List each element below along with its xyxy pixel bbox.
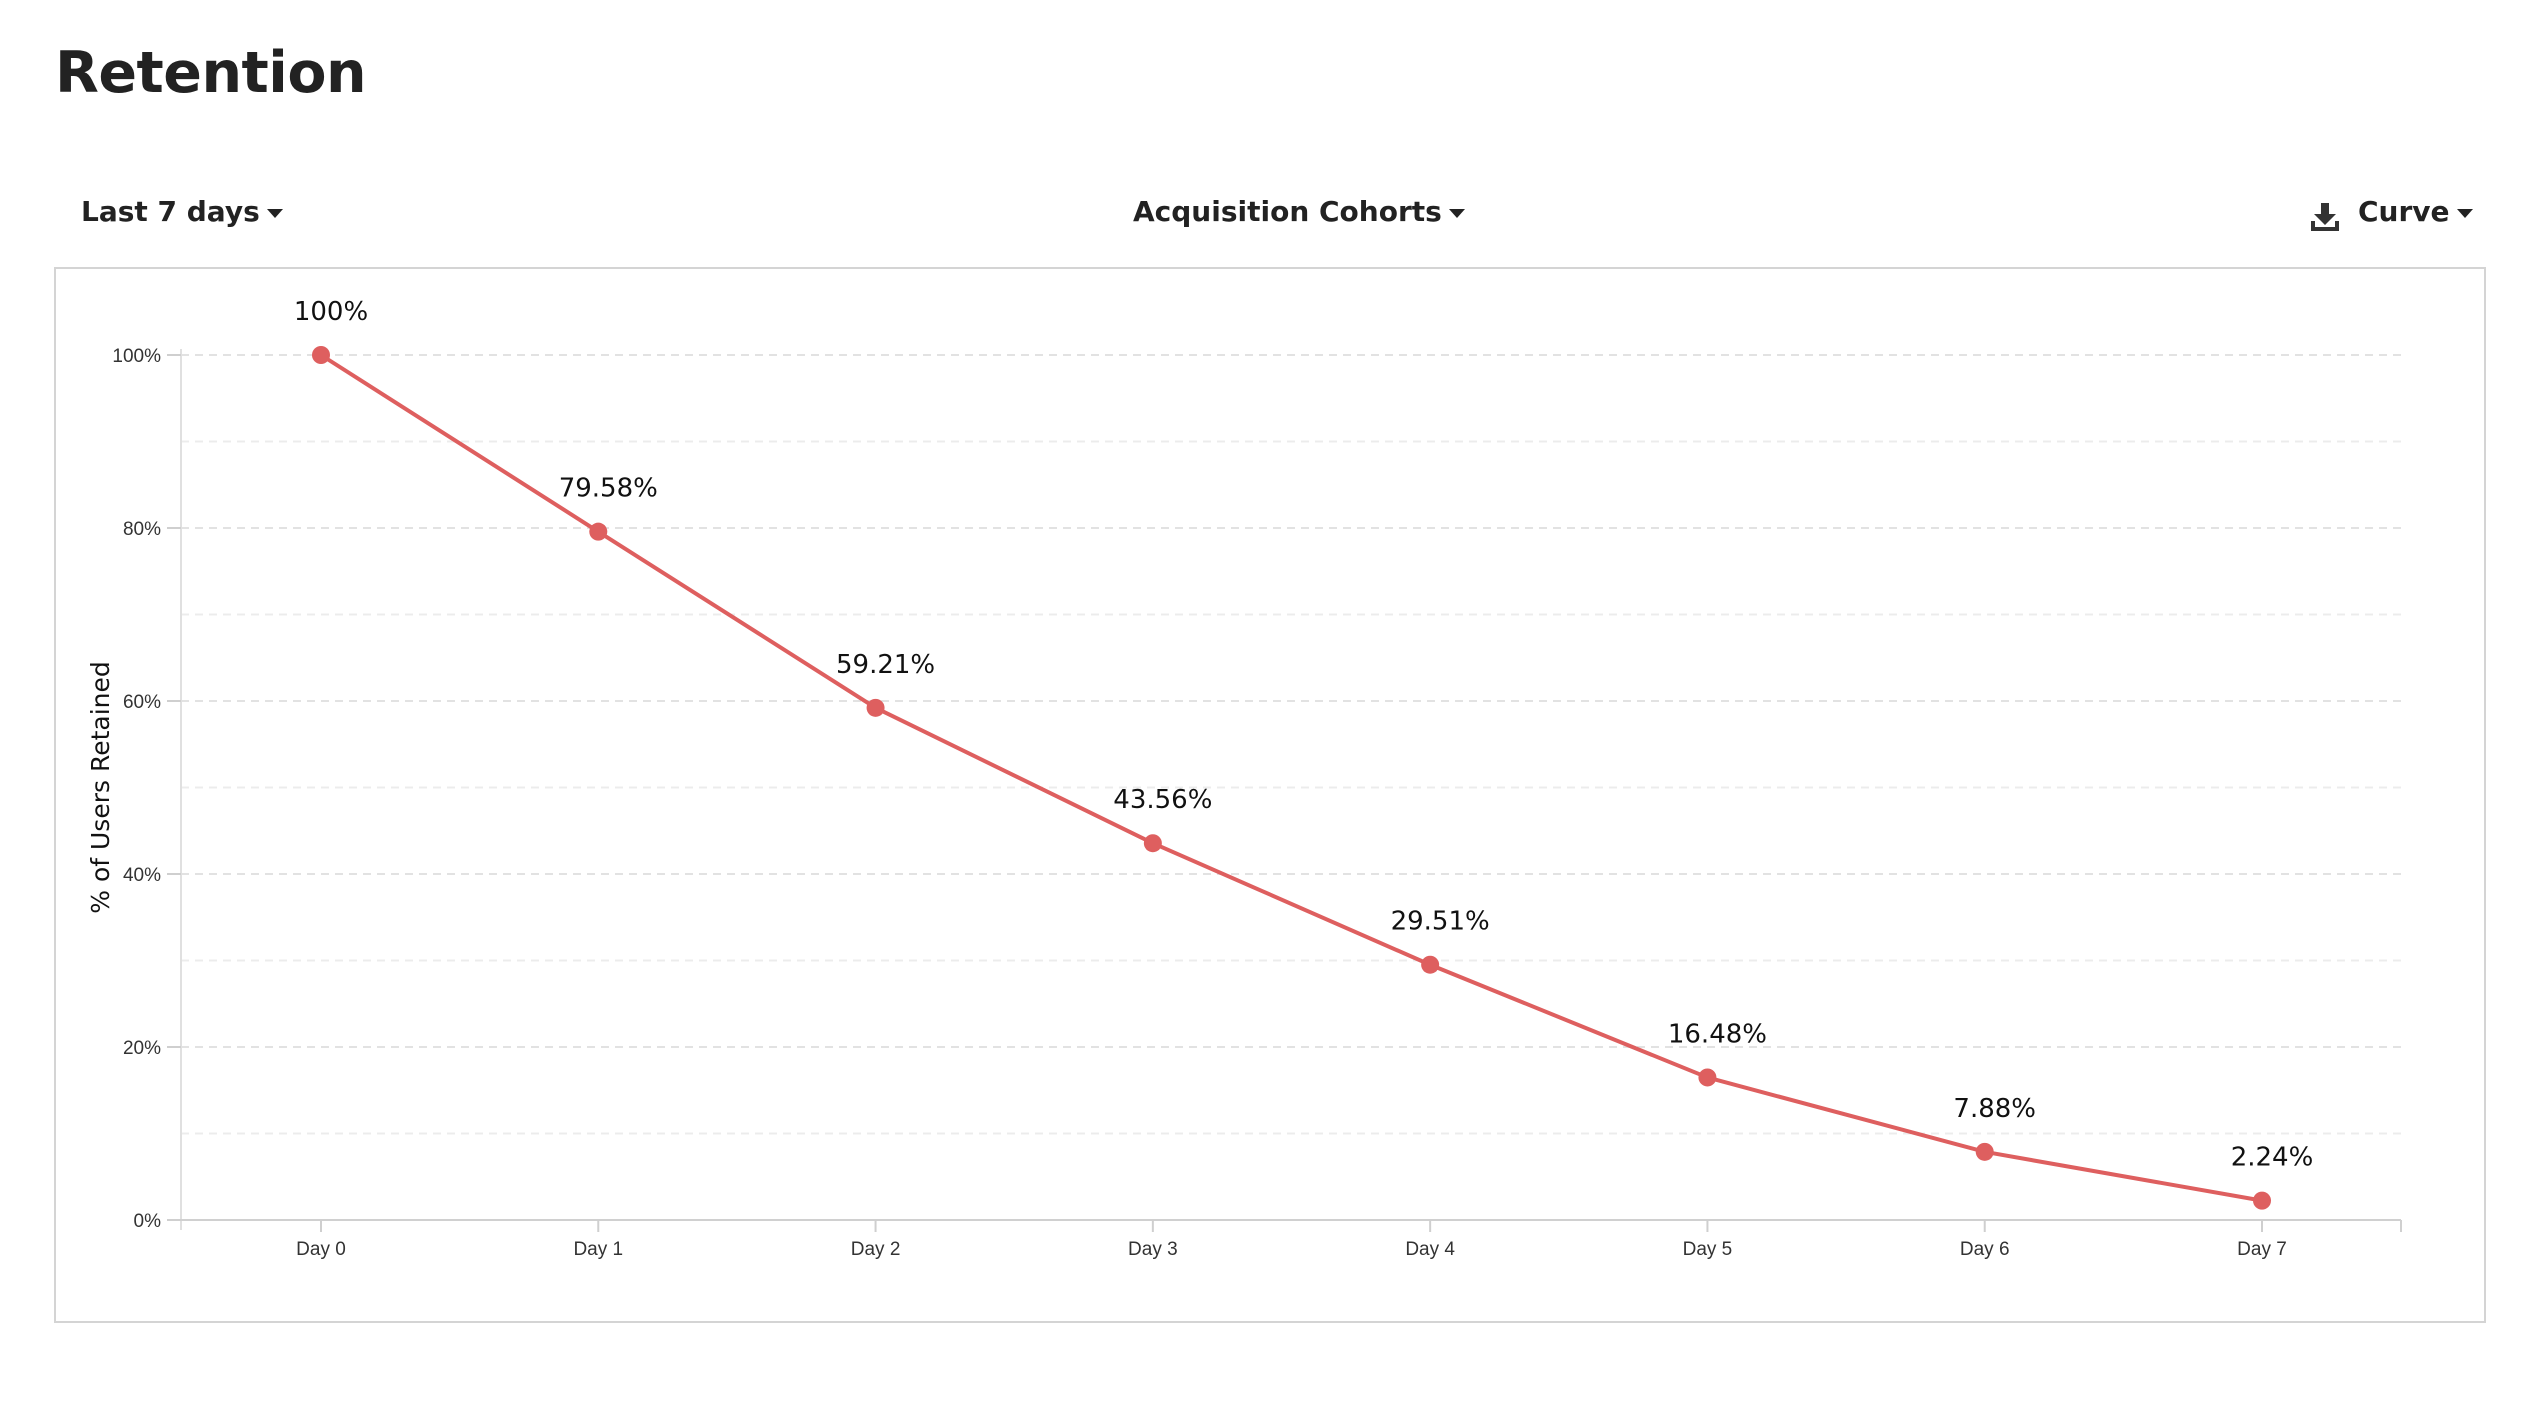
data-label: 59.21% [836, 650, 935, 680]
download-icon[interactable] [2309, 201, 2341, 233]
chevron-down-icon [266, 208, 283, 218]
x-tick-label: Day 3 [1128, 1239, 1178, 1260]
cohort-label: Acquisition Cohorts [1133, 195, 1442, 228]
x-tick-label: Day 5 [1683, 1239, 1733, 1260]
data-label: 16.48% [1668, 1019, 1767, 1049]
x-tick-label: Day 7 [2237, 1239, 2287, 1260]
data-label: 43.56% [1113, 785, 1212, 815]
date-range-dropdown[interactable]: Last 7 days [81, 195, 283, 228]
data-point[interactable] [1143, 834, 1162, 853]
y-tick-label: 60% [123, 692, 161, 713]
chevron-down-icon [2456, 208, 2473, 218]
x-tick-label: Day 4 [1405, 1239, 1455, 1260]
chart-panel: 0% 20% 40% 60% 80% 100% Day 0 Day 1 Day 2 Day 3 Da… [54, 267, 2486, 1323]
data-point[interactable] [589, 522, 608, 541]
data-point[interactable] [1975, 1142, 1994, 1161]
y-tick-label: 100% [112, 346, 161, 367]
data-label: 79.58% [559, 474, 658, 504]
series-line [319, 353, 2263, 1203]
x-tick-label: Day 2 [851, 1239, 901, 1260]
x-tick-label: Day 1 [573, 1239, 623, 1260]
data-point[interactable] [312, 346, 330, 364]
x-tick-label: Day 6 [1960, 1239, 2010, 1260]
data-label: 100% [294, 297, 368, 327]
chevron-down-icon [1448, 208, 1465, 218]
y-tick-label: 0% [134, 1211, 162, 1232]
chart-view-label: Curve [2358, 195, 2450, 228]
data-point[interactable] [1421, 955, 1440, 974]
x-tick-label: Day 0 [296, 1239, 346, 1260]
data-point[interactable] [866, 698, 885, 717]
data-point[interactable] [1698, 1068, 1717, 1087]
chart-view-dropdown[interactable]: Curve [2358, 195, 2473, 228]
y-tick-label: 80% [123, 519, 161, 540]
data-point[interactable] [2253, 1191, 2271, 1210]
y-tick-label: 20% [123, 1038, 161, 1059]
page-title: Retention [55, 40, 367, 106]
date-range-label: Last 7 days [81, 195, 260, 228]
y-tick-label: 40% [123, 865, 161, 886]
data-label: 29.51% [1391, 907, 1490, 937]
data-label: 7.88% [1953, 1094, 2036, 1124]
data-label: 2.24% [2231, 1143, 2314, 1173]
y-axis-title: % of Users Retained [86, 661, 115, 914]
cohort-dropdown[interactable]: Acquisition Cohorts [1133, 195, 1465, 228]
retention-chart: 0% 20% 40% 60% 80% 100% Day 0 Day 1 Day 2 Day 3 Da… [86, 297, 2402, 1260]
